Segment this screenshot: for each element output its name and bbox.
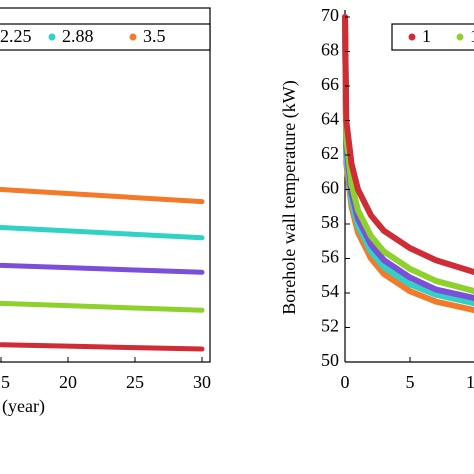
legend-label: 2.88	[62, 26, 94, 46]
y-tick-label: 56	[321, 247, 339, 267]
data-line	[0, 224, 205, 241]
y-tick-label: 50	[321, 350, 339, 370]
data-line	[0, 187, 205, 205]
plot-frame	[0, 7, 211, 363]
y-tick-label: 60	[321, 178, 339, 198]
x-axis-label: (year)	[2, 396, 45, 417]
legend-marker	[408, 33, 416, 41]
y-axis-label: Borehole wall temperature (kW)	[279, 80, 300, 314]
y-tick-label: 66	[321, 74, 339, 94]
y-tick-label: 54	[321, 281, 339, 301]
y-tick-label: 62	[321, 143, 339, 163]
legend-marker	[48, 33, 56, 41]
data-line	[342, 14, 474, 302]
x-tick-label: 15	[0, 372, 10, 392]
x-tick-label: 10	[466, 372, 474, 392]
x-tick-label: 0	[341, 372, 350, 392]
legend-label: 1	[470, 26, 474, 46]
legend-box	[0, 23, 211, 51]
data-line	[342, 14, 474, 307]
data-line	[0, 342, 205, 352]
legend-marker	[456, 33, 464, 41]
y-tick-label: 52	[321, 316, 339, 336]
x-tick-label: 25	[126, 372, 144, 392]
x-tick-label: 5	[406, 372, 415, 392]
y-tick-label: 64	[321, 109, 339, 129]
y-tick-label: 68	[321, 40, 339, 60]
data-line	[0, 262, 205, 275]
legend-marker	[129, 33, 137, 41]
x-tick-label: 30	[193, 372, 211, 392]
plot: 0 5 10 50 52 54 56 58 60 62 64 66 68 70 Borehole wall …	[279, 5, 474, 392]
legend-label: 3.5	[143, 26, 166, 46]
x-tick-label: 20	[59, 372, 77, 392]
legend-label: 2.25	[0, 26, 32, 46]
data-line	[0, 300, 205, 313]
legend-label: 1	[422, 26, 431, 46]
y-tick-label: 58	[321, 212, 339, 232]
y-tick-label: 70	[321, 5, 339, 25]
plot: 15 20 25 30 (year) 2.25 2.88 3.5	[0, 7, 211, 417]
data-line	[342, 14, 474, 276]
